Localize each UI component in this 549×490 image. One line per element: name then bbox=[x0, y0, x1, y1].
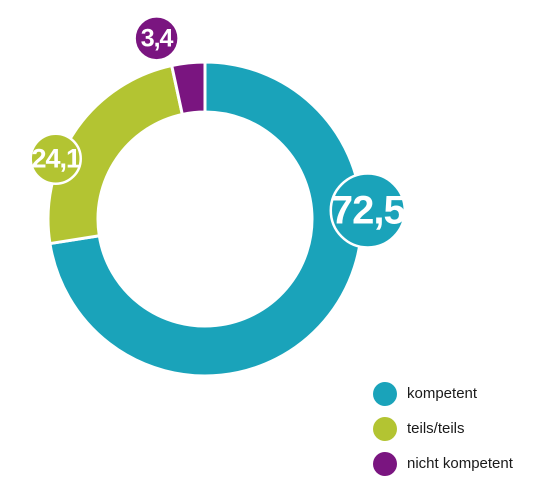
legend-label-kompetent: kompetent bbox=[407, 385, 478, 402]
legend-swatch-teils-teils bbox=[373, 416, 397, 441]
value-bubble-nicht-kompetent: 3,4 bbox=[133, 15, 180, 62]
legend-item-nicht-kompetent: nicht kompetent bbox=[373, 446, 513, 481]
data-label-nicht-kompetent: 3,4 bbox=[141, 24, 174, 52]
legend-label-teils-teils: teils/teils bbox=[407, 420, 465, 437]
legend-swatch-nicht-kompetent bbox=[373, 451, 397, 476]
value-bubble-circle-kompetent bbox=[329, 172, 407, 249]
legend-swatch-kompetent bbox=[373, 381, 397, 406]
value-bubble-kompetent: 72,5 bbox=[329, 172, 407, 249]
value-bubble-circle-teils-teils bbox=[29, 132, 82, 185]
value-bubble-circle-nicht-kompetent bbox=[133, 15, 180, 62]
value-bubble-teils-teils: 24,1 bbox=[29, 132, 82, 185]
legend-label-nicht-kompetent: nicht kompetent bbox=[407, 455, 513, 472]
data-label-teils-teils: 24,1 bbox=[31, 144, 81, 174]
data-label-kompetent: 72,5 bbox=[331, 188, 406, 232]
legend-item-kompetent: kompetent bbox=[373, 376, 513, 411]
donut-slice-nicht-kompetent bbox=[169, 60, 207, 117]
legend: kompetent teils/teils nicht kompetent bbox=[373, 376, 513, 481]
legend-item-teils-teils: teils/teils bbox=[373, 411, 513, 446]
